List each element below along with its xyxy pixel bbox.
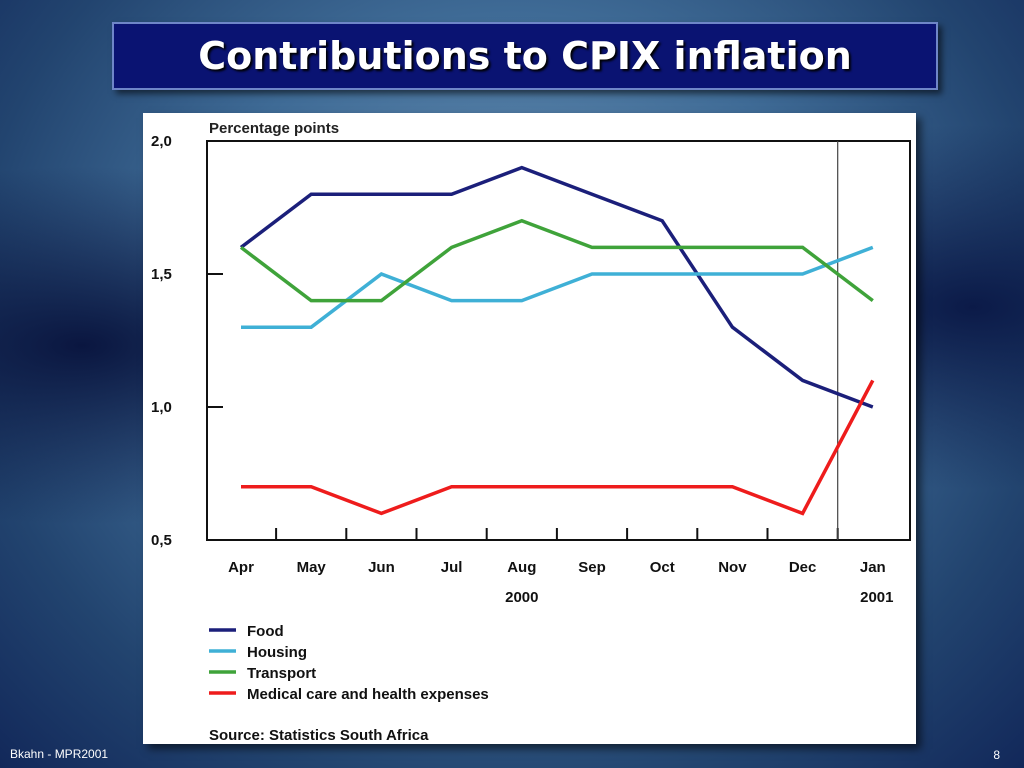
x-tick-label: Oct [650,559,675,576]
footer-author: Bkahn - MPR2001 [10,747,109,761]
x-tick-label: Jul [441,559,463,576]
series-line-medical-care-and-health-expenses [241,379,875,516]
legend-label: Food [247,623,284,640]
y-tick-label: 0,5 [151,532,172,549]
series-line-transport [239,218,874,303]
line-chart: Percentage points 2,0 1,5 1,0 0,5 Apr May Jun Ju… [151,120,911,744]
slide-title-box: Contributions to CPIX inflation [112,22,938,90]
y-tick-label: 1,5 [151,266,172,283]
chart-source: Source: Statistics South Africa [209,727,429,744]
x-tick-label: Jun [368,559,395,576]
x-tick-label: Dec [789,559,817,576]
chart-panel: Percentage points 2,0 1,5 1,0 0,5 Apr May Jun Ju… [143,113,916,744]
legend-label: Housing [247,644,307,661]
y-tick-label: 1,0 [151,399,172,416]
series-line-housing [241,245,874,329]
plot-frame [206,140,911,541]
page-number: 8 [993,748,1000,762]
x-tick-label: Sep [578,559,606,576]
year-label: 2000 [505,589,538,606]
series-line-food [239,165,874,409]
y-tick-label: 2,0 [151,133,172,150]
x-tick-label: Aug [507,559,536,576]
x-tick-label: Apr [228,559,254,576]
unit-label: Percentage points [209,120,339,137]
legend-label: Transport [247,665,316,682]
x-tick-label: May [297,559,327,576]
slide-title: Contributions to CPIX inflation [198,34,852,78]
year-label: 2001 [860,589,893,606]
x-tick-label: Nov [718,559,747,576]
legend-label: Medical care and health expenses [247,686,489,703]
x-tick-label: Jan [860,559,886,576]
